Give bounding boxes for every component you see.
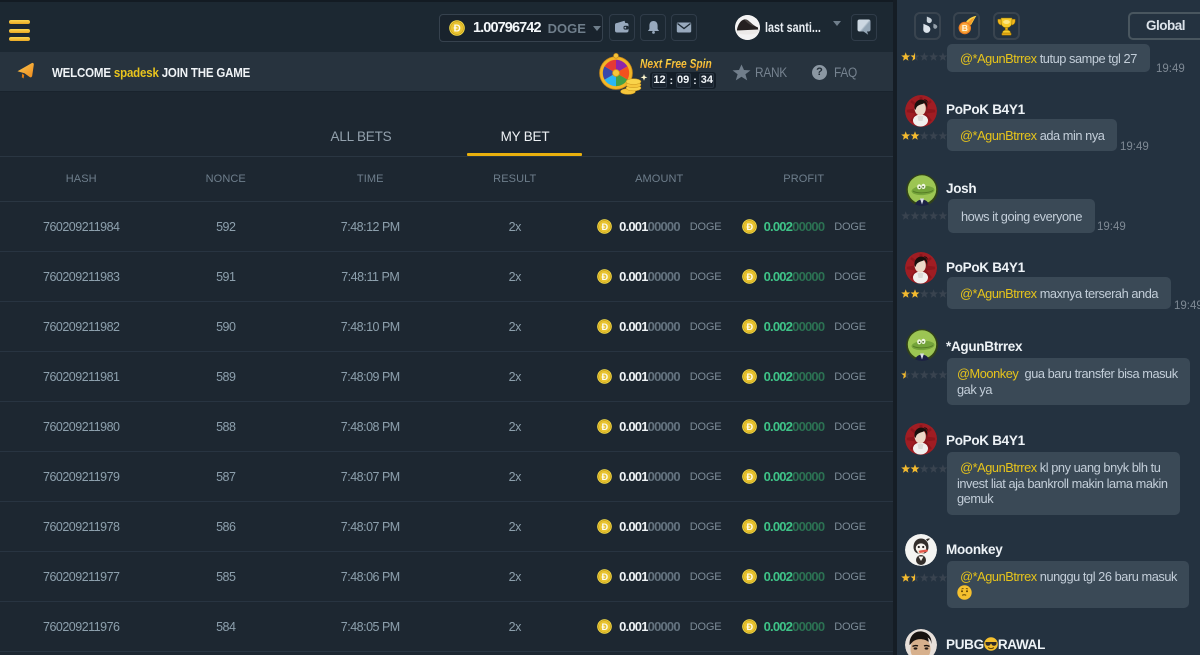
- svg-text:Đ: Đ: [602, 422, 609, 432]
- svg-text:B: B: [961, 23, 967, 33]
- svg-text:Đ: Đ: [602, 472, 609, 482]
- svg-text:Đ: Đ: [602, 322, 609, 332]
- svg-text:Đ: Đ: [746, 322, 753, 332]
- svg-text:Đ: Đ: [746, 372, 753, 382]
- svg-text:Đ: Đ: [602, 522, 609, 532]
- svg-text:Đ: Đ: [746, 422, 753, 432]
- svg-text:Đ: Đ: [602, 272, 609, 282]
- svg-text:Đ: Đ: [746, 522, 753, 532]
- svg-text:Đ: Đ: [602, 572, 609, 582]
- svg-text:Đ: Đ: [746, 572, 753, 582]
- svg-text:Đ: Đ: [746, 222, 753, 232]
- svg-text:Đ: Đ: [602, 622, 609, 632]
- svg-text:Đ: Đ: [602, 222, 609, 232]
- svg-text:Đ: Đ: [746, 472, 753, 482]
- svg-text:Đ: Đ: [746, 622, 753, 632]
- svg-text:Đ: Đ: [746, 272, 753, 282]
- svg-text:Đ: Đ: [602, 372, 609, 382]
- svg-text:Đ: Đ: [454, 24, 461, 35]
